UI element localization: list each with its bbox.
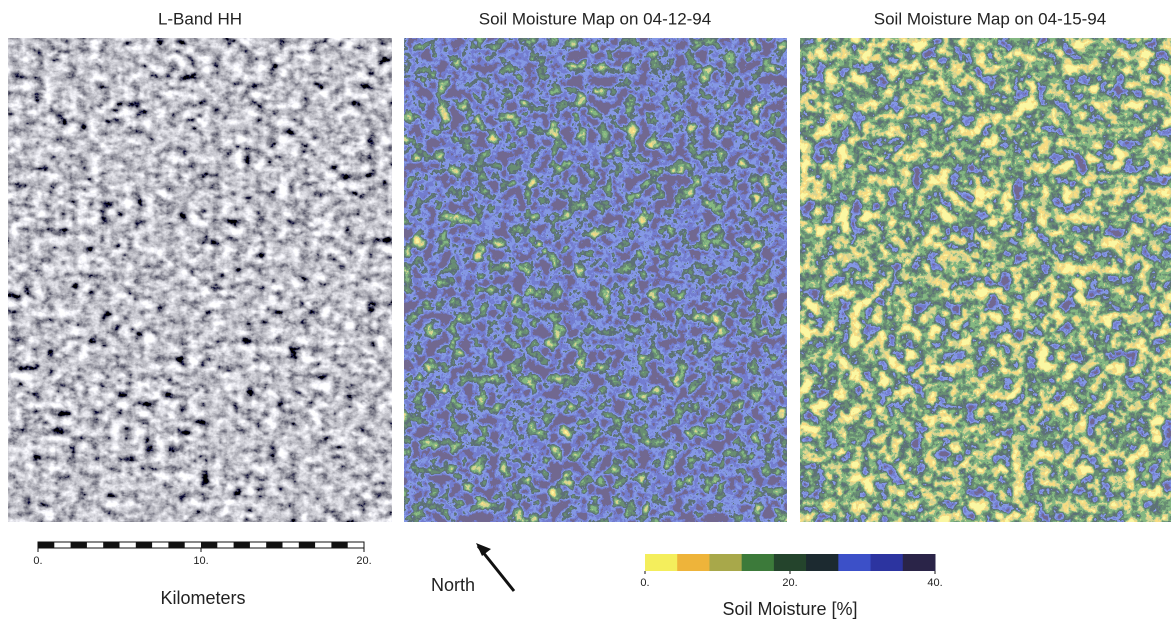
scale-tick-label: 0. xyxy=(33,555,42,567)
colorbar-tick-label: 0. xyxy=(640,577,649,589)
colorbar-swatch xyxy=(903,554,936,571)
colorbar-tick-label: 40. xyxy=(927,577,942,589)
scale-segment xyxy=(103,542,119,548)
scale-segment xyxy=(136,542,152,548)
colorbar-label: Soil Moisture [%] xyxy=(722,599,857,619)
scale-label: Kilometers xyxy=(160,588,245,608)
scale-segment xyxy=(201,542,217,548)
radar-image xyxy=(8,38,392,522)
colorbar-tick-label: 20. xyxy=(782,577,797,589)
colorbar-swatch xyxy=(806,554,839,571)
panel-title: Soil Moisture Map on 04-12-94 xyxy=(479,9,711,28)
scale-tick-label: 10. xyxy=(193,555,208,567)
colorbar-swatch xyxy=(742,554,775,571)
panel-title: L-Band HH xyxy=(158,9,242,28)
colorbar-swatch xyxy=(677,554,710,571)
scale-segment xyxy=(71,542,87,548)
colorbar-swatch xyxy=(645,554,678,571)
north-arrowhead xyxy=(476,543,491,556)
scale-segment xyxy=(234,542,250,548)
scale-segment xyxy=(299,542,315,548)
scale-segment xyxy=(331,542,347,548)
scale-segment xyxy=(38,542,54,548)
colorbar-swatch xyxy=(871,554,904,571)
north-label: North xyxy=(431,575,475,595)
soil-moisture-map xyxy=(404,38,787,522)
colorbar-swatch xyxy=(774,554,807,571)
colorbar-swatch xyxy=(709,554,742,571)
panel-title: Soil Moisture Map on 04-15-94 xyxy=(874,9,1106,28)
scale-segment xyxy=(168,542,184,548)
figure: L-Band HH Soil Moisture Map on 04-12-94 … xyxy=(0,0,1171,623)
soil-moisture-map xyxy=(800,38,1171,522)
scale-segment xyxy=(266,542,282,548)
scale-tick-label: 20. xyxy=(356,555,371,567)
colorbar-swatch xyxy=(838,554,871,571)
